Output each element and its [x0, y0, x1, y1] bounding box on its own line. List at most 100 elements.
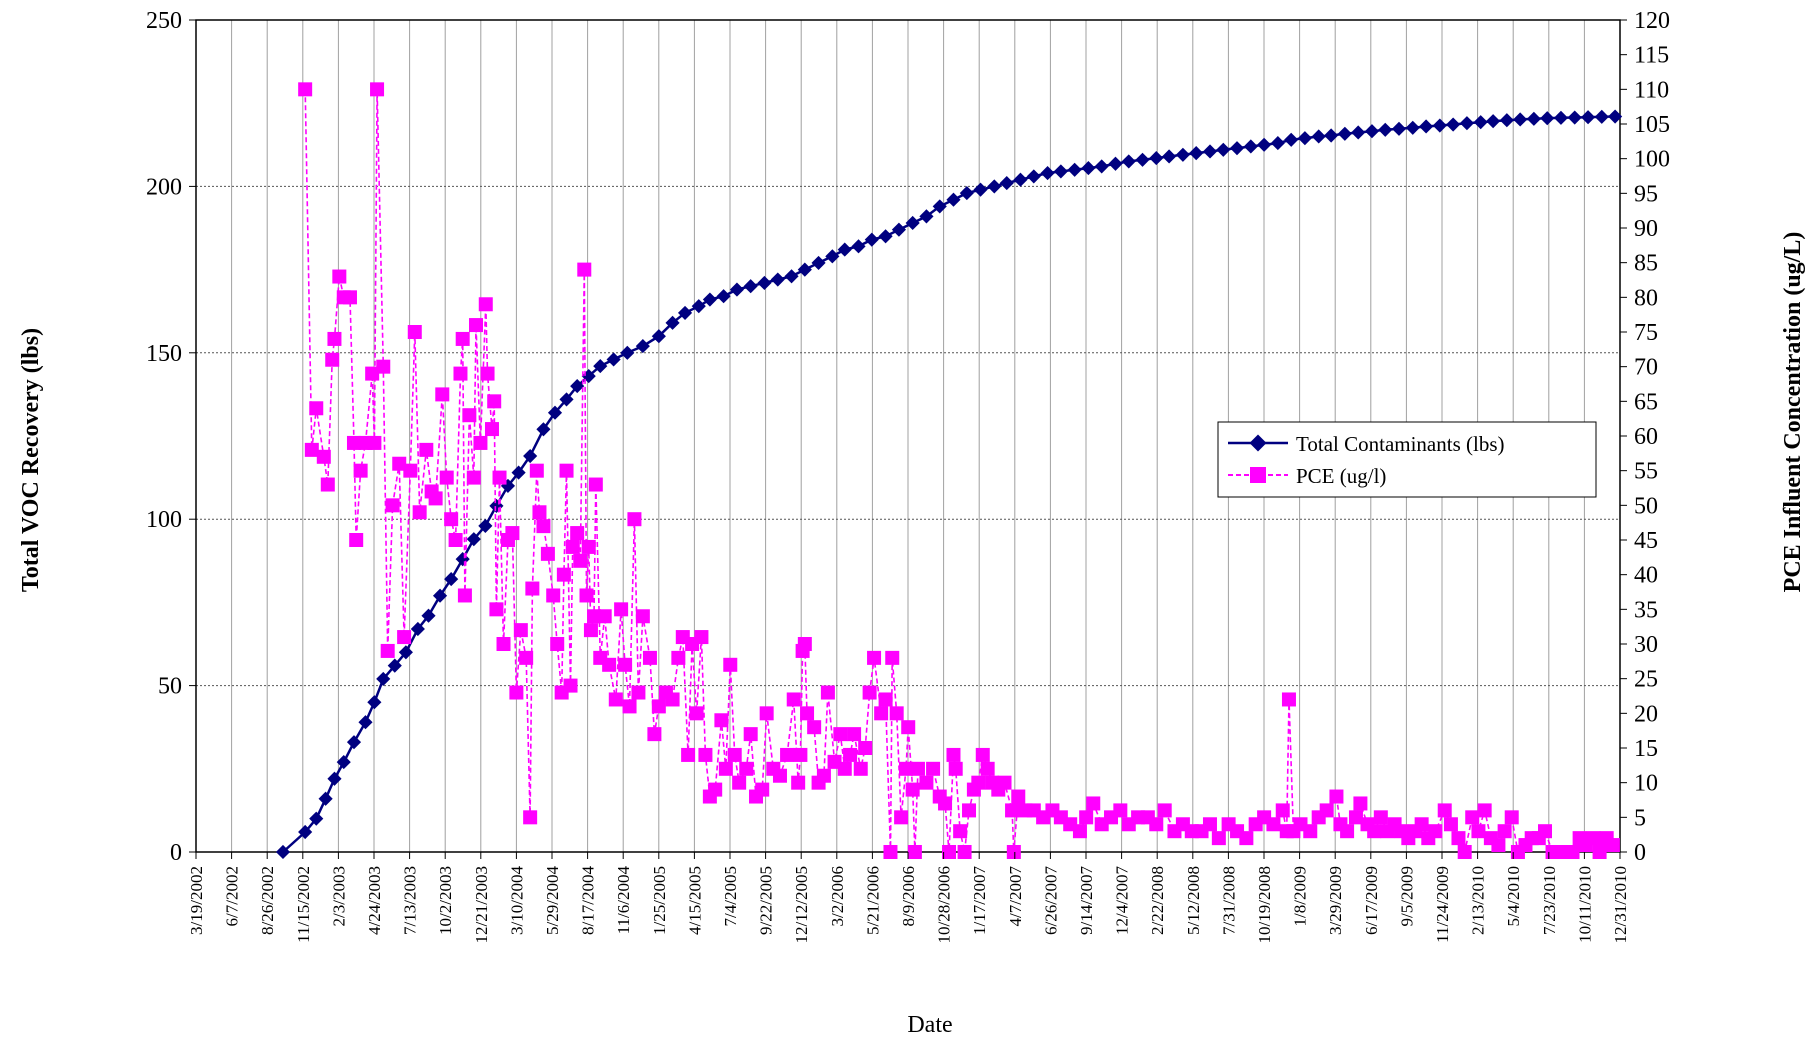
total-point	[1351, 125, 1366, 140]
pce-point	[559, 463, 574, 478]
total-point	[455, 552, 470, 567]
pce-point	[473, 435, 488, 450]
total-point	[606, 352, 621, 367]
pce-point	[980, 761, 995, 776]
pce-point	[1443, 817, 1458, 832]
pce-point	[910, 761, 925, 776]
pce-point	[1211, 831, 1226, 846]
x-tick-label: 3/29/2009	[1326, 866, 1345, 935]
x-tick-label: 2/13/2010	[1469, 866, 1488, 935]
total-point	[702, 292, 717, 307]
y2-tick-label: 60	[1634, 424, 1658, 450]
y2-tick-label: 50	[1634, 493, 1658, 519]
pce-point	[469, 318, 484, 333]
total-point	[398, 645, 413, 660]
pce-point	[953, 824, 968, 839]
y2-tick-label: 55	[1634, 459, 1658, 485]
pce-point	[505, 526, 520, 541]
total-point	[1567, 110, 1582, 125]
total-point	[1391, 121, 1407, 136]
total-point	[593, 359, 608, 374]
y-tick-label: 150	[146, 341, 182, 367]
pce-point	[938, 796, 953, 811]
total-point	[1324, 128, 1339, 143]
total-point	[1378, 122, 1393, 137]
total-point	[1311, 129, 1326, 144]
pce-point	[1465, 810, 1480, 825]
pce-point	[489, 602, 504, 617]
pce-point	[689, 706, 704, 721]
pce-point	[332, 269, 347, 284]
y-tick-label: 200	[146, 174, 182, 200]
total-point	[620, 345, 635, 360]
pce-point	[791, 775, 806, 790]
pce-point	[608, 692, 623, 707]
pce-point	[428, 491, 443, 506]
pce-point	[647, 727, 662, 742]
x-tick-label: 4/24/2003	[365, 866, 384, 935]
pce-point	[1586, 831, 1601, 846]
x-tick-label: 4/7/2007	[1006, 866, 1025, 927]
pce-point	[926, 761, 941, 776]
total-point	[1081, 161, 1096, 176]
pce-point	[455, 331, 470, 346]
total-point	[421, 608, 436, 623]
pce-point	[718, 761, 733, 776]
pce-point	[948, 761, 963, 776]
x-tick-label: 7/23/2010	[1540, 866, 1559, 935]
pce-point	[858, 741, 873, 755]
pce-point	[513, 623, 528, 638]
pce-point	[1113, 803, 1128, 818]
pce-point	[540, 546, 555, 561]
pce-point	[1477, 803, 1492, 818]
pce-point	[1353, 796, 1368, 811]
y2-tick-label: 105	[1634, 112, 1670, 138]
y-tick-label: 50	[158, 674, 182, 700]
total-point	[444, 572, 459, 587]
pce-point	[853, 761, 868, 776]
y2-tick-label: 120	[1634, 8, 1670, 34]
pce-point	[448, 533, 463, 547]
pce-point	[546, 588, 561, 603]
pce-point	[392, 456, 407, 471]
pce-point	[573, 553, 588, 568]
y2-tick-label: 5	[1634, 805, 1646, 831]
total-point	[1189, 146, 1204, 161]
x-tick-label: 10/2/2003	[436, 866, 455, 935]
pce-point	[367, 435, 382, 450]
pce-point	[946, 747, 961, 762]
pce-point	[587, 609, 602, 624]
pce-point	[298, 82, 313, 97]
total-point	[851, 239, 866, 254]
pce-point	[478, 297, 493, 312]
y2-axis-title: PCE Influent Concentration (ug/L)	[1780, 232, 1806, 593]
pce-point	[739, 761, 754, 776]
pce-point	[407, 325, 422, 339]
pce-point	[529, 463, 544, 478]
pce-point	[581, 539, 596, 554]
pce-point	[579, 588, 594, 603]
pce-point	[556, 567, 571, 582]
y2-tick-label: 30	[1634, 632, 1658, 658]
total-point	[1432, 118, 1447, 133]
total-point	[358, 715, 373, 730]
total-point	[946, 192, 961, 207]
x-tick-label: 3/10/2004	[507, 866, 526, 935]
pce-point	[1428, 824, 1443, 839]
total-point	[784, 269, 799, 284]
series	[275, 82, 1623, 860]
pce-point	[1202, 817, 1217, 832]
pce-point	[618, 657, 633, 672]
x-tick-label: 7/4/2005	[721, 866, 740, 926]
x-tick-label: 12/4/2007	[1113, 866, 1132, 935]
pce-point	[380, 643, 395, 658]
pce-point	[320, 477, 335, 492]
x-axis-title: Date	[907, 1012, 952, 1034]
total-point	[837, 242, 852, 257]
pce-point	[1497, 824, 1512, 839]
pce-point	[843, 747, 858, 762]
pce-point	[681, 747, 696, 762]
x-tick-label: 2/3/2003	[329, 866, 348, 926]
y2-tick-label: 80	[1634, 285, 1658, 311]
